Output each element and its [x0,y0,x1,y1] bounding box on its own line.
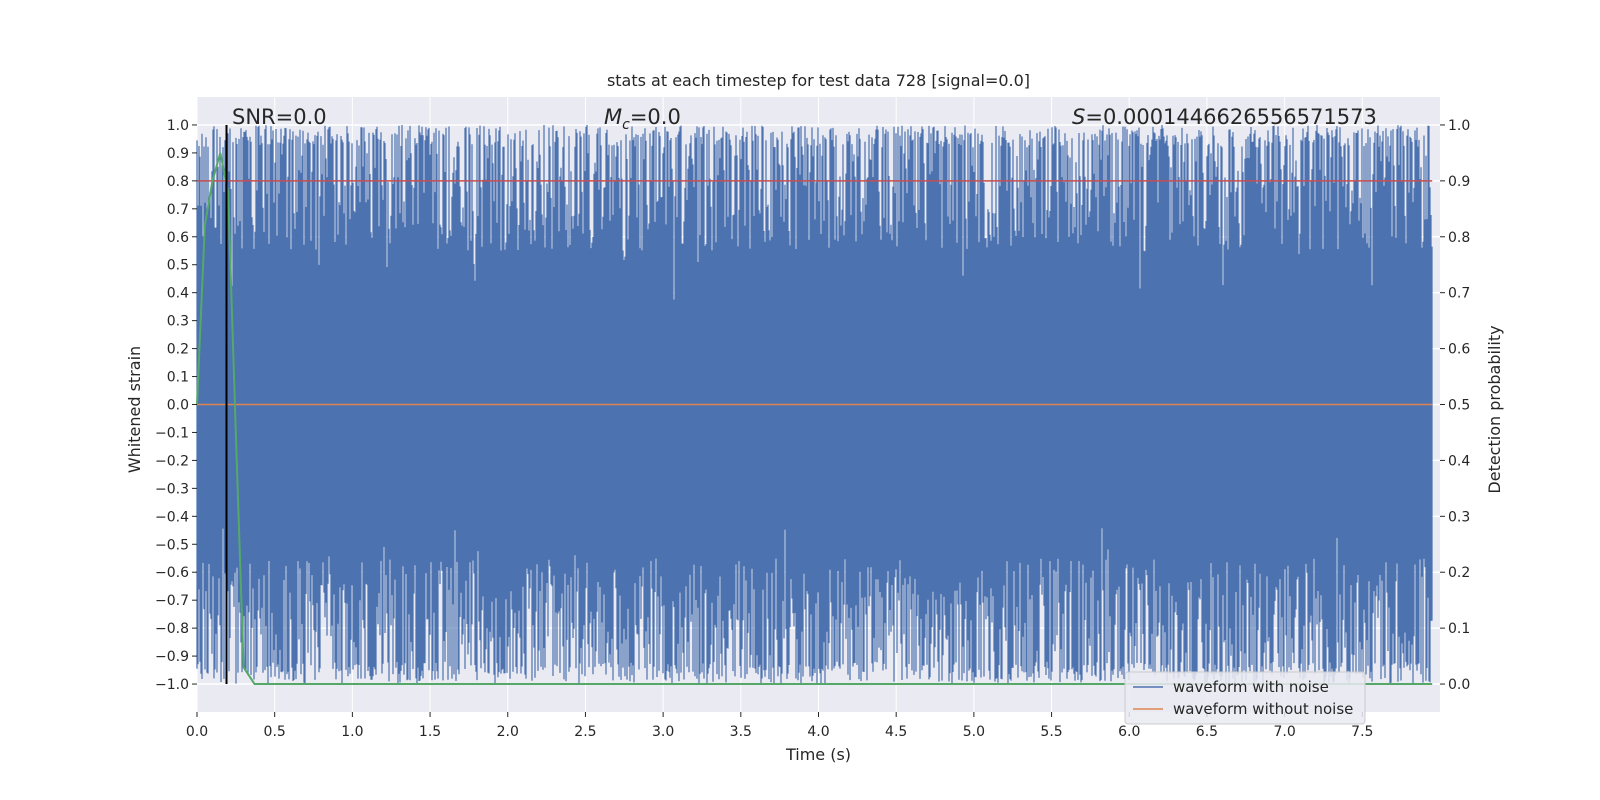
score-value: =0.00014466265565715​73 [1085,105,1377,129]
y-left-tick-label: −1.0 [155,677,189,693]
y-left-tick-label: 0.4 [167,286,189,302]
y-right-tick-label: 0.7 [1448,286,1470,302]
x-tick-label: 0.0 [186,724,208,740]
chirp-mass-value: =0.0 [630,105,681,129]
x-tick-label: 5.0 [963,724,985,740]
y-left-tick-label: 0.7 [167,202,189,218]
x-tick-label: 6.5 [1196,724,1218,740]
x-tick-label: 2.5 [574,724,596,740]
y-left-axis-label: Whitened strain [125,346,144,473]
y-left-tick-label: 0.5 [167,258,189,274]
y-right-tick-label: 0.6 [1448,342,1470,358]
y-left-tick-label: 0.0 [167,398,189,414]
y-right-tick-label: 0.8 [1448,230,1470,246]
y-left-tick-label: 0.3 [167,314,189,330]
legend-label-noise: waveform with noise [1173,678,1329,696]
y-left-tick-label: −0.2 [155,453,189,469]
y-right-tick-label: 0.9 [1448,174,1470,190]
detection-probability-line [196,152,1433,685]
x-tick-label: 4.0 [807,724,829,740]
y-right-axis-label: Detection probability [1485,325,1504,493]
x-tick-label: 1.5 [419,724,441,740]
y-right-tick-label: 0.1 [1448,621,1470,637]
snr-annotation: SNR=0.0 [232,105,327,129]
legend-label-clean: waveform without noise [1173,700,1353,718]
legend-box [1124,671,1366,725]
x-tick-label: 0.5 [264,724,286,740]
x-tick-label: 5.5 [1040,724,1062,740]
y-left-tick-label: −0.5 [155,537,189,553]
y-right-tick-label: 0.5 [1448,398,1470,414]
y-left-tick-label: −0.3 [155,481,189,497]
chirp-mass-annotation: Mc=0.0 [604,105,681,133]
tick-layer: 0.0 0.5 1.0 1.5 2.0 2.5 3.0 3.5 4.0 4.5 5.0 5.5 6.0 6… [155,118,1470,740]
x-tick-label: 2.0 [497,724,519,740]
y-right-tick-label: 0.3 [1448,509,1470,525]
x-tick-label: 1.0 [341,724,363,740]
score-symbol: S [1072,105,1085,129]
legend: waveform with noise waveform without noi… [1124,671,1366,725]
y-right-tick-label: 0.2 [1448,565,1470,581]
y-left-tick-label: −0.4 [155,509,189,525]
line-series-layer [196,125,1433,685]
chirp-mass-symbol: M [604,105,622,129]
y-left-tick-label: −0.7 [155,593,189,609]
chirp-mass-subscript: c [622,117,630,133]
x-tick-label: 3.5 [730,724,752,740]
y-right-tick-label: 0.4 [1448,453,1470,469]
y-left-tick-label: 0.1 [167,370,189,386]
y-right-tick-label: 0.0 [1448,677,1470,693]
noise-series-layer [196,125,1433,684]
y-left-tick-label: −0.8 [155,621,189,637]
x-tick-label: 7.0 [1273,724,1295,740]
y-left-tick-label: 0.9 [167,146,189,162]
y-left-tick-label: −0.1 [155,425,189,441]
y-left-tick-label: 0.2 [167,342,189,358]
y-right-tick-label: 1.0 [1448,118,1470,134]
y-left-tick-label: −0.6 [155,565,189,581]
x-tick-label: 4.5 [885,724,907,740]
x-axis-label: Time (s) [785,745,851,764]
y-left-tick-label: −0.9 [155,649,189,665]
y-left-tick-label: 0.8 [167,174,189,190]
x-tick-label: 7.5 [1351,724,1373,740]
x-tick-label: 6.0 [1118,724,1140,740]
x-tick-label: 3.0 [652,724,674,740]
score-annotation: S=0.00014466265565715​73 [1072,105,1377,129]
chart-title: stats at each timestep for test data 728… [607,71,1030,90]
y-left-tick-label: 1.0 [167,118,189,134]
y-left-tick-label: 0.6 [167,230,189,246]
